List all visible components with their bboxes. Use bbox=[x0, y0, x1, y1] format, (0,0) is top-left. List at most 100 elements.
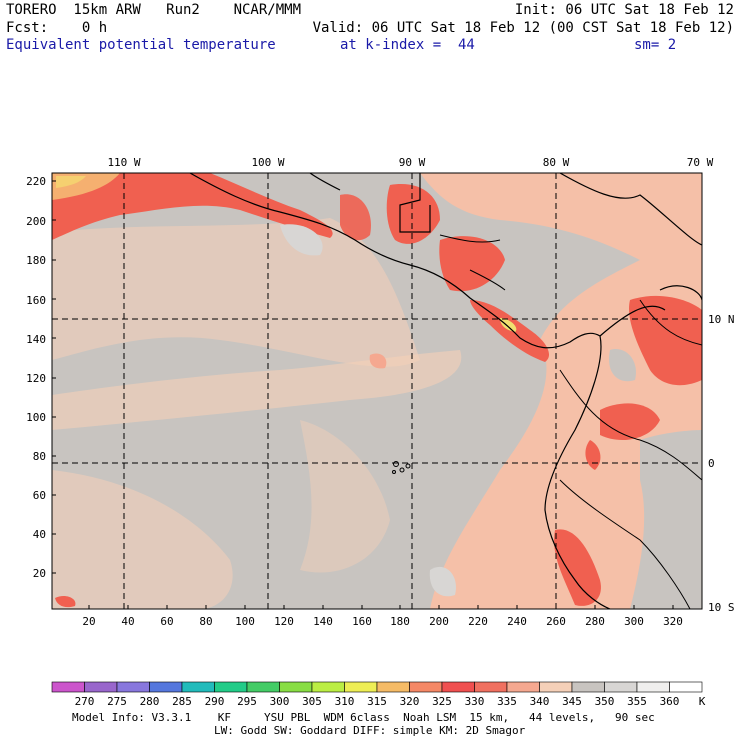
x-tick-label: 200 bbox=[429, 615, 449, 628]
lon-label: 90 W bbox=[399, 156, 426, 169]
colorbar-label: 300 bbox=[270, 695, 290, 708]
colorbar-label: 325 bbox=[432, 695, 452, 708]
red-spot-sw bbox=[55, 595, 76, 608]
peach-band-middle bbox=[52, 350, 462, 430]
colorbar-label: 270 bbox=[75, 695, 95, 708]
colorbar-labels: 270 275 280 285 290 295 300 305 310 315 320 325 330 3… bbox=[75, 695, 680, 708]
lon-label: 100 W bbox=[251, 156, 284, 169]
colorbar-label: 275 bbox=[107, 695, 127, 708]
lat-label: 0 bbox=[708, 457, 715, 470]
x-tick-label: 80 bbox=[199, 615, 212, 628]
colorbar-swatch bbox=[214, 681, 248, 693]
colorbar-swatch bbox=[51, 681, 85, 693]
lon-label: 70 W bbox=[687, 156, 714, 169]
colorbar-swatch bbox=[84, 681, 118, 693]
bottom-ticks bbox=[88, 605, 674, 609]
right-latitude-labels: 10 N 0 10 S bbox=[708, 313, 735, 614]
x-tick-label: 60 bbox=[160, 615, 173, 628]
lat-label: 10 N bbox=[708, 313, 735, 326]
red-colombia-central bbox=[600, 403, 660, 440]
red-colombia-north bbox=[629, 295, 702, 386]
physics-info: LW: Godd SW: Goddard DIFF: simple KM: 2D… bbox=[214, 724, 526, 737]
colorbar-label: 315 bbox=[367, 695, 387, 708]
colorbar-label: 280 bbox=[140, 695, 160, 708]
header-init-time: Init: 06 UTC Sat 18 Feb 12 bbox=[514, 2, 734, 18]
y-tick-label: 200 bbox=[26, 215, 46, 228]
coastlines bbox=[189, 173, 702, 609]
colorbar-swatch bbox=[279, 681, 313, 693]
y-tick-label: 20 bbox=[33, 567, 46, 580]
colorbar-label: 355 bbox=[627, 695, 647, 708]
lon-label: 80 W bbox=[543, 156, 570, 169]
y-tick-label: 160 bbox=[26, 294, 46, 307]
theta-e-field bbox=[52, 173, 702, 609]
land-peach-east bbox=[420, 173, 702, 609]
colorbar-swatch bbox=[116, 681, 150, 693]
red-mexico-coast bbox=[52, 173, 333, 240]
model-info: Model Info: V3.3.1 KF YSU PBL WDM 6class… bbox=[72, 711, 655, 724]
peach-spot-ocean bbox=[369, 353, 387, 369]
y-tick-label: 140 bbox=[26, 333, 46, 346]
colorbar-label: 320 bbox=[400, 695, 420, 708]
y-tick-label: 100 bbox=[26, 411, 46, 424]
grey-andes bbox=[609, 349, 636, 382]
colorbar-swatch bbox=[506, 681, 540, 693]
x-tick-label: 160 bbox=[352, 615, 372, 628]
colorbar-swatch bbox=[376, 681, 410, 693]
colorbar-swatch bbox=[246, 681, 280, 693]
lat-lon-grid bbox=[52, 173, 702, 609]
lat-label: 10 S bbox=[708, 601, 735, 614]
colorbar-unit: K bbox=[699, 695, 706, 708]
colorbar-swatch bbox=[344, 681, 378, 693]
colorbar-label: 310 bbox=[335, 695, 355, 708]
red-costa-rica bbox=[470, 300, 550, 362]
red-peru bbox=[554, 529, 601, 606]
colorbar-swatch bbox=[409, 681, 443, 693]
lon-label: 110 W bbox=[107, 156, 140, 169]
red-honduras bbox=[439, 236, 505, 292]
colorbar-label: 335 bbox=[497, 695, 517, 708]
x-tick-label: 220 bbox=[468, 615, 488, 628]
colorbar-label: 295 bbox=[237, 695, 257, 708]
x-tick-label: 140 bbox=[313, 615, 333, 628]
y-tick-label: 40 bbox=[33, 528, 46, 541]
top-longitude-labels: 110 W 100 W 90 W 80 W 70 W bbox=[107, 156, 713, 169]
colorbar-swatch bbox=[149, 681, 183, 693]
colorbar-label: 340 bbox=[530, 695, 550, 708]
left-grid-labels: 220 200 180 160 140 120 100 80 60 40 20 bbox=[26, 175, 46, 580]
colorbar-swatch bbox=[571, 681, 605, 693]
header-model-run: TORERO 15km ARW Run2 NCAR/MMM bbox=[6, 2, 302, 18]
x-tick-label: 20 bbox=[82, 615, 95, 628]
header-forecast-hour: Fcst: 0 h bbox=[6, 20, 108, 36]
yellow-northwest bbox=[56, 176, 86, 188]
lightgrey-patch-1 bbox=[280, 224, 323, 256]
smoothing-value: sm= 2 bbox=[634, 37, 677, 53]
colorbar-label: 345 bbox=[562, 695, 582, 708]
colorbar-swatch bbox=[311, 681, 345, 693]
peach-band-north bbox=[52, 218, 420, 367]
colorbar-label: 330 bbox=[465, 695, 485, 708]
country-borders bbox=[439, 234, 702, 609]
colorbar-swatch bbox=[181, 681, 215, 693]
grey-amazon bbox=[630, 430, 702, 609]
bottom-grid-labels: 20 40 60 80 100 120 140 160 180 200 220 … bbox=[82, 615, 683, 628]
colorbar-swatch bbox=[474, 681, 508, 693]
y-tick-label: 180 bbox=[26, 254, 46, 267]
header-valid-time: Valid: 06 UTC Sat 18 Feb 12 (00 CST Sat … bbox=[312, 20, 734, 36]
colorbar-swatch bbox=[539, 681, 573, 693]
x-tick-label: 40 bbox=[121, 615, 134, 628]
level-index: at k-index = 44 bbox=[340, 37, 475, 53]
y-tick-label: 80 bbox=[33, 450, 46, 463]
y-tick-label: 220 bbox=[26, 175, 46, 188]
red-southmex bbox=[340, 194, 371, 241]
colorbar-swatch bbox=[441, 681, 475, 693]
y-tick-label: 120 bbox=[26, 372, 46, 385]
y-tick-label: 60 bbox=[33, 489, 46, 502]
colorbar-swatch bbox=[604, 681, 638, 693]
colorbar-label: 360 bbox=[660, 695, 680, 708]
x-tick-label: 280 bbox=[585, 615, 605, 628]
map-frame bbox=[51, 172, 703, 610]
left-ticks bbox=[52, 180, 56, 574]
galapagos-islands bbox=[392, 461, 411, 474]
